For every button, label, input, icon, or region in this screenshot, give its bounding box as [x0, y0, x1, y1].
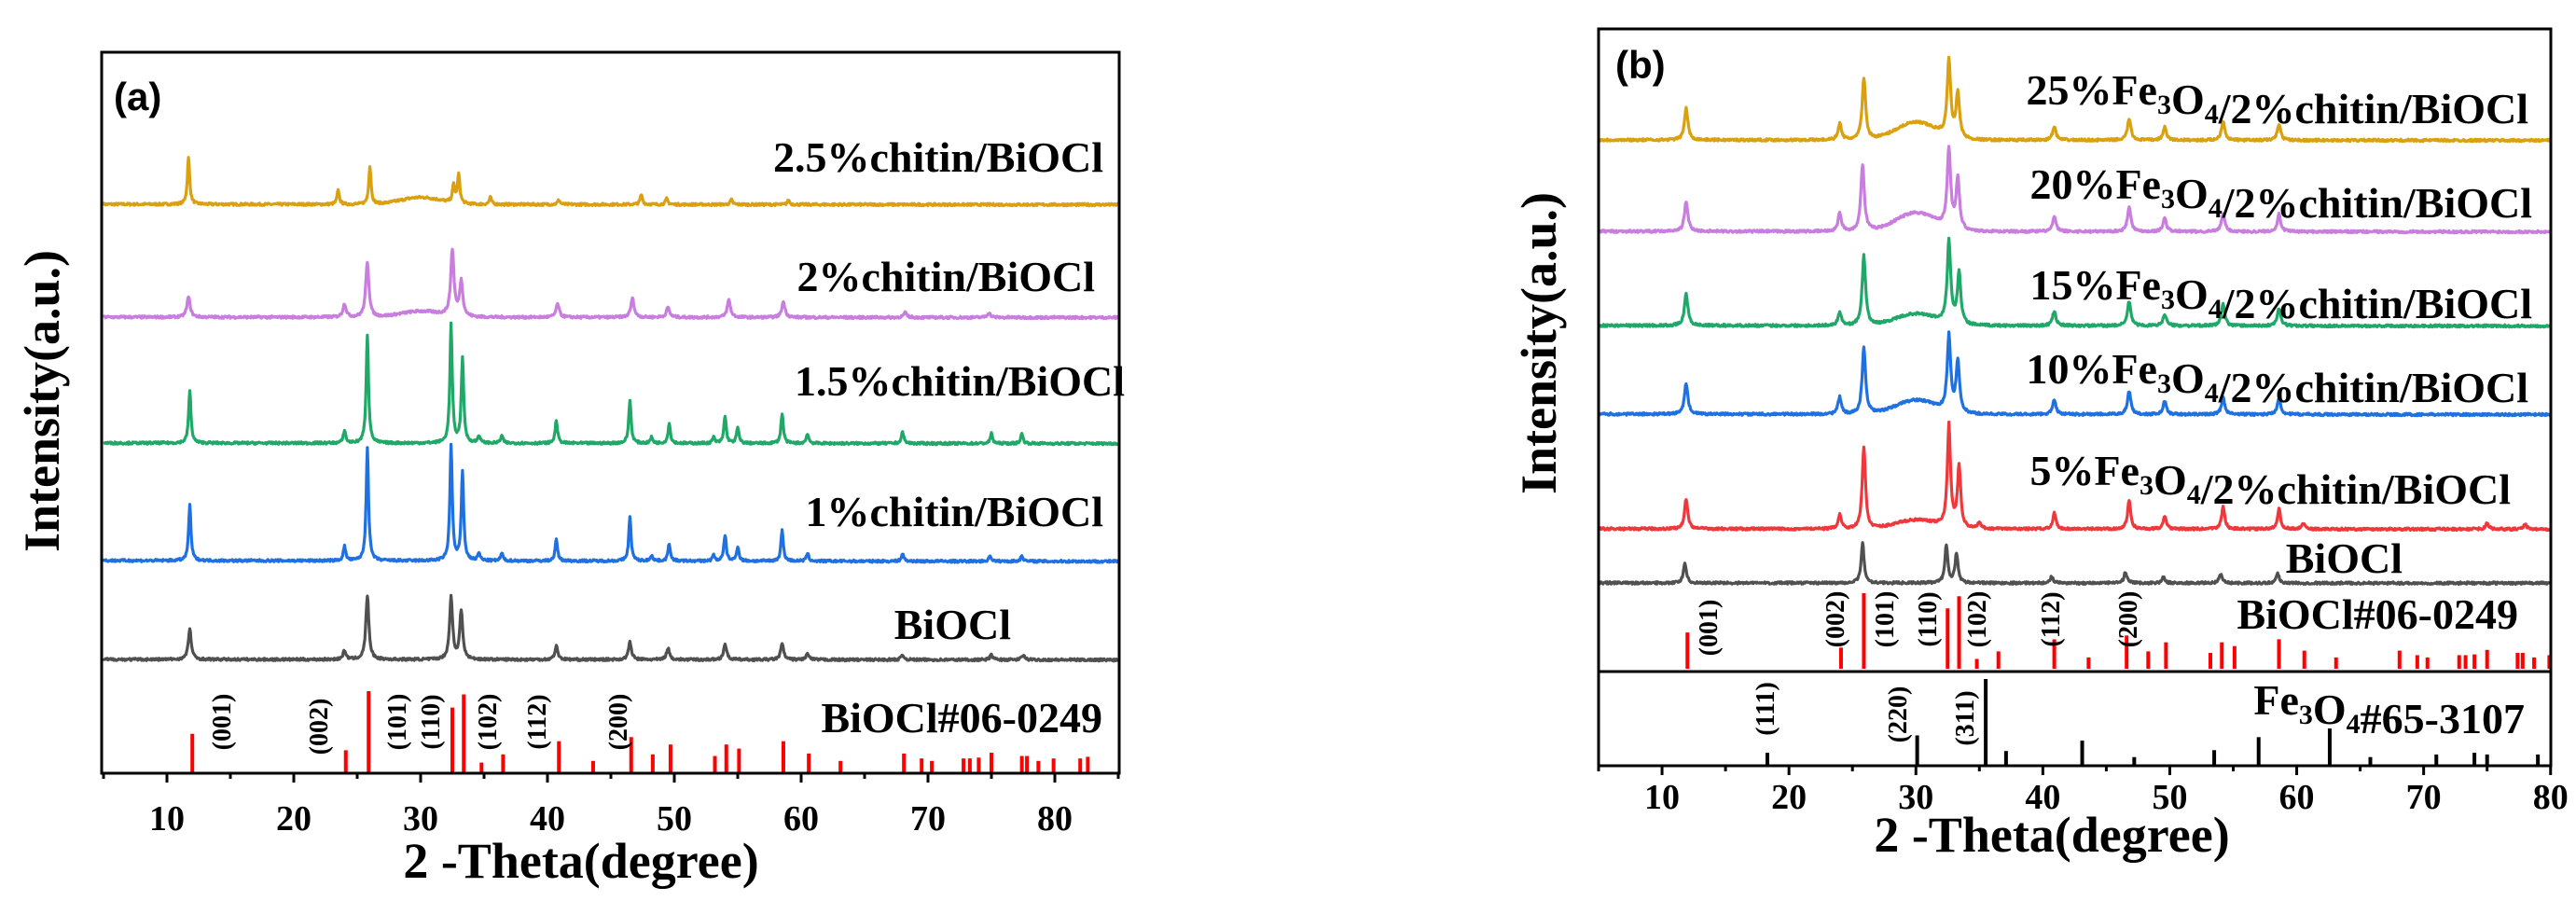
x-tick-label: 30 — [1898, 778, 1933, 817]
series-line — [102, 593, 1120, 663]
series-line — [1597, 145, 2553, 235]
x-tick-label: 70 — [2406, 778, 2442, 817]
x-tick-label: 80 — [2533, 778, 2569, 817]
hkl-label: (111) — [1752, 682, 1780, 736]
series-label: 20%Fe3O4/2%chitin/BiOCl — [2029, 160, 2532, 227]
series-label: 15%Fe3O4/2%chitin/BiOCl — [2029, 261, 2532, 327]
series-line — [1597, 330, 2553, 418]
x-tick-label: 40 — [530, 799, 565, 839]
hkl-label: (102) — [1963, 591, 1992, 648]
series-line — [102, 156, 1120, 208]
hkl-label: (110) — [417, 694, 446, 749]
hkl-label: (002) — [1821, 591, 1850, 648]
hkl-label: (220) — [1884, 686, 1913, 743]
panel-b: 25%Fe3O4/2%chitin/BiOCl 20%Fe3O4/2%chitin… — [1511, 27, 2569, 863]
x-tick-label: 20 — [276, 799, 312, 839]
hkl-label: (102) — [474, 694, 503, 751]
hkl-label: (110) — [1914, 591, 1943, 646]
series-label: 10%Fe3O4/2%chitin/BiOCl — [2026, 345, 2528, 411]
x-tick-label: 60 — [783, 799, 819, 839]
plot-frame — [1597, 27, 2553, 768]
panel-label: (a) — [114, 75, 161, 118]
hkl-label: (112) — [523, 694, 552, 749]
reference-label: BiOCl#06-0249 — [821, 694, 1102, 742]
hkl-label: (001) — [208, 694, 237, 751]
x-tick-label: 30 — [403, 799, 438, 839]
hkl-label: (002) — [305, 699, 334, 755]
series-label: BiOCl — [2286, 534, 2403, 582]
series-label: BiOCl — [894, 601, 1011, 648]
series-line — [1598, 55, 2552, 144]
x-tick-label: 10 — [149, 799, 185, 839]
reference-label: BiOCl#06-0249 — [2237, 590, 2518, 638]
x-tick-label: 10 — [1644, 778, 1680, 817]
x-axis-label: 2 -Theta(degree) — [403, 833, 758, 889]
x-tick-label: 60 — [2279, 778, 2315, 817]
series-label: 2%chitin/BiOCl — [797, 253, 1095, 300]
series-line — [102, 247, 1120, 321]
x-tick-label: 50 — [2152, 778, 2187, 817]
hkl-label: (112) — [2037, 591, 2066, 646]
series-label: 1.5%chitin/BiOCl — [795, 357, 1125, 405]
hkl-label: (101) — [1871, 591, 1900, 648]
hkl-label: (311) — [1951, 690, 1980, 745]
x-axis-label: 2 -Theta(degree) — [1874, 807, 2229, 863]
series-label: 5%Fe3O4/2%chitin/BiOCl — [2029, 447, 2511, 513]
x-tick-label: 70 — [910, 799, 946, 839]
y-axis-label: Intensity(a.u.) — [14, 250, 70, 552]
series-label: 2.5%chitin/BiOCl — [773, 133, 1103, 181]
x-tick-label: 40 — [2025, 778, 2060, 817]
series-label: 1%chitin/BiOCl — [806, 488, 1103, 535]
series-label: 25%Fe3O4/2%chitin/BiOCl — [2026, 66, 2528, 132]
panel-label: (b) — [1615, 43, 1666, 87]
series-line — [1597, 420, 2552, 533]
reference-label: Fe3O4#65-3107 — [2253, 676, 2525, 742]
panel-a: 2.5%chitin/BiOCl 2%chitin/BiOCl 1.5%chitin… — [14, 50, 1125, 889]
x-tick-label: 50 — [657, 799, 692, 839]
x-tick-label: 20 — [1771, 778, 1807, 817]
series-line — [1597, 541, 2552, 586]
series-line — [103, 321, 1120, 447]
hkl-label: (200) — [2114, 591, 2143, 648]
hkl-label: (101) — [383, 694, 412, 751]
hkl-label: (001) — [1695, 600, 1724, 657]
series-line — [1598, 236, 2553, 329]
y-axis-label: Intensity(a.u.) — [1511, 192, 1567, 494]
x-tick-label: 80 — [1037, 799, 1073, 839]
series-line — [102, 442, 1119, 564]
hkl-label: (200) — [604, 694, 633, 751]
